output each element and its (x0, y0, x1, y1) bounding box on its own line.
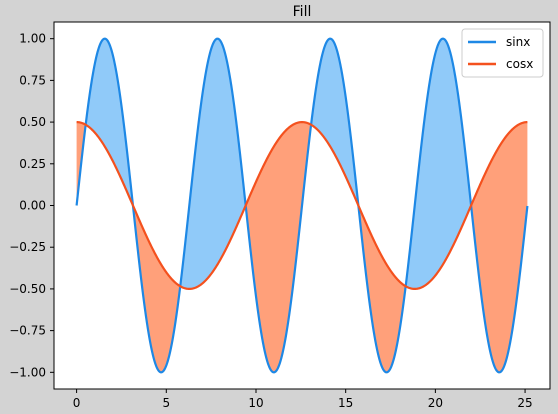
x-tick-label-25: 25 (517, 396, 532, 410)
fill-sin-below-8 (471, 122, 528, 373)
fill-sin-below-6 (358, 205, 406, 373)
y-tick-label-5: 0.25 (19, 157, 46, 171)
x-tick-label-15: 15 (338, 396, 353, 410)
fill-sin-below-4 (245, 122, 312, 373)
fill-sin-above-7 (405, 38, 472, 289)
x-tick-label-0: 0 (73, 396, 81, 410)
legend-label-sinx: sinx (506, 35, 530, 49)
y-tick-label-4: 0.00 (19, 199, 46, 213)
x-tick-label-10: 10 (248, 396, 263, 410)
y-tick-label-6: 0.50 (19, 115, 46, 129)
y-tick-label-7: 0.75 (19, 73, 46, 87)
y-tick-label-8: 1.00 (19, 32, 46, 46)
legend: sinx cosx (461, 28, 544, 78)
line-sinx (75, 37, 529, 374)
fill-sin-above-3 (180, 38, 246, 289)
y-tick-label-1: −0.75 (9, 324, 46, 338)
fill-sin-above-5 (311, 38, 359, 206)
x-tick-label-5: 5 (162, 396, 170, 410)
x-tick-label-20: 20 (428, 396, 443, 410)
x-axis: 0 5 10 15 20 25 (73, 389, 533, 410)
y-tick-label-0: −1.00 (9, 365, 46, 379)
fill-sin-above-1 (85, 38, 133, 206)
chart-title: Fill (293, 4, 312, 20)
y-tick-label-2: −0.50 (9, 282, 46, 296)
fill-sin-below-2 (132, 205, 181, 373)
legend-label-cosx: cosx (506, 57, 533, 71)
series-lines (75, 37, 529, 374)
y-tick-label-3: −0.25 (9, 240, 46, 254)
y-axis: −1.00 −0.75 −0.50 −0.25 0.00 0.25 0.50 0.75 1.00 (9, 32, 54, 379)
fill-regions (76, 38, 528, 373)
line-cosx (75, 120, 529, 291)
